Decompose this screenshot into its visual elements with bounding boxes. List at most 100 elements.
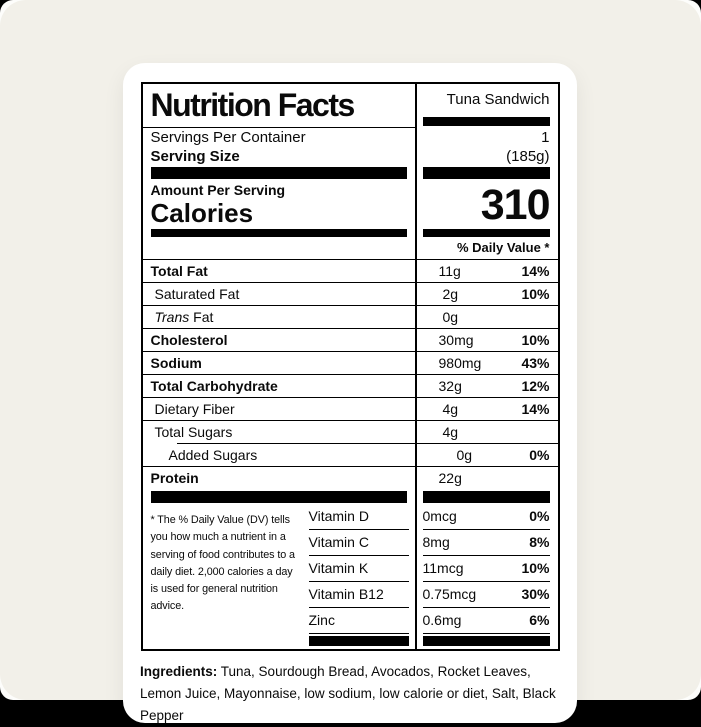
nutrient-dv: 14%: [521, 263, 550, 279]
calories-label: Calories: [150, 198, 254, 228]
vitamin-name: Vitamin D: [308, 504, 409, 530]
vitamin-name: Zinc: [308, 608, 409, 634]
nutrient-name: Cholesterol: [142, 329, 431, 352]
nutrient-row: Total Fat 11g 14%: [142, 260, 558, 283]
nutrient-dv: 14%: [521, 401, 550, 417]
vitamin-values: 0.6mg 6%: [422, 608, 550, 634]
vitamin-values: 0.75mcg 30%: [422, 582, 550, 608]
serving-size-value: (185g): [506, 148, 550, 165]
nutrition-label: Nutrition Facts Tuna Sandwich Servings P…: [140, 82, 560, 651]
nutrient-amount: 11g: [438, 263, 461, 279]
calories-bar-row: [143, 228, 558, 238]
nutrient-row: Total Carbohydrate 32g 12%: [142, 375, 558, 398]
vitamin-end-bar: [308, 636, 409, 646]
vitamin-name-column: Vitamin D Vitamin C Vitamin K Vitamin B12 Zi…: [308, 504, 409, 634]
nutrient-values: 0g 0%: [448, 444, 558, 467]
nutrient-values: 2g 10%: [434, 283, 558, 306]
product-divider-bar: [422, 117, 550, 126]
nutrient-dv: 0%: [529, 447, 550, 463]
nutrient-name: Total Sugars: [143, 421, 435, 444]
section-bar-row: [143, 166, 558, 180]
nutrient-name-italic: Trans: [154, 309, 190, 325]
nutrient-name: Sodium: [142, 352, 431, 375]
nutrient-row: Added Sugars 0g 0%: [142, 444, 558, 467]
nutrient-values: 980mg 43%: [430, 352, 558, 375]
nutrient-amount: 4g: [442, 401, 459, 417]
nutrient-values: 22g: [431, 467, 558, 490]
nutrient-name: Total Carbohydrate: [142, 375, 431, 398]
nutrient-name: Total Fat: [142, 260, 431, 283]
daily-value-header: % Daily Value *: [414, 238, 558, 260]
vitamin-name: Vitamin C: [308, 530, 409, 556]
nutrient-amount: 4g: [442, 424, 459, 440]
servings-label: Servings Per Container: [150, 129, 306, 146]
nutrient-name: Added Sugars: [142, 444, 449, 467]
nutrient-name: Dietary Fiber: [142, 398, 435, 421]
thick-bar-left: [150, 167, 407, 179]
vitamin-amount: 0.75mcg: [422, 586, 477, 602]
vitamin-values: 11mcg 10%: [422, 556, 550, 582]
vitamin-dv: 10%: [521, 560, 550, 576]
vitamin-dv: 30%: [521, 586, 550, 602]
vitamin-amount: 0.6mg: [422, 612, 462, 628]
thick-bar-right: [422, 167, 550, 179]
ingredients-text: Ingredients: Tuna, Sourdough Bread, Avoc…: [140, 661, 562, 727]
vitamin-values-end-bar: [422, 636, 550, 646]
servings-row: Servings Per Container 1: [143, 128, 558, 147]
nutrient-dv: 10%: [521, 286, 550, 302]
amount-per-serving-label: Amount Per Serving: [150, 182, 286, 198]
vitamin-values: 8mg 8%: [422, 530, 550, 556]
nutrient-row: Sodium 980mg 43%: [142, 352, 558, 375]
nutrient-amount: 32g: [438, 378, 462, 394]
thick-bar-left-2: [150, 491, 407, 503]
product-cell: Tuna Sandwich: [415, 84, 558, 128]
vitamin-dv: 6%: [529, 612, 550, 628]
nutrient-values: 11g 14%: [430, 260, 558, 283]
medium-bar-right: [422, 229, 550, 237]
daily-value-footnote: * The % Daily Value (DV) tells you how m…: [150, 514, 296, 613]
thick-bar-right-2: [422, 491, 550, 503]
nutrient-dv: 12%: [521, 378, 550, 394]
nutrient-values: 4g: [434, 421, 558, 444]
label-title: Nutrition Facts: [150, 87, 356, 123]
nutrient-dv: 43%: [521, 355, 550, 371]
nutrient-name: Saturated Fat: [142, 283, 435, 306]
product-name: Tuna Sandwich: [446, 91, 550, 108]
vitamin-name: Vitamin K: [308, 556, 409, 582]
nutrient-values: 4g 14%: [434, 398, 558, 421]
nutrition-card: Nutrition Facts Tuna Sandwich Servings P…: [123, 63, 577, 723]
nutrient-values: 0g: [434, 306, 558, 329]
vitamin-amount: 8mg: [422, 534, 450, 550]
bottom-zone: * The % Daily Value (DV) tells you how m…: [143, 504, 558, 646]
vitamin-dv: 8%: [529, 534, 550, 550]
nutrient-amount: 980mg: [438, 355, 482, 371]
vitamin-value-column: 0mcg 0% 8mg 8% 11mcg 10% 0.75mcg 30% 0.6mg 6%: [422, 504, 550, 634]
serving-size-row: Serving Size (185g): [143, 147, 558, 166]
nutrient-amount: 22g: [438, 470, 462, 486]
indented-rule: [176, 443, 435, 444]
nutrient-row: Total Sugars 4g: [143, 421, 558, 444]
nutrient-amount: 2g: [442, 286, 459, 302]
daily-value-header-row: % Daily Value *: [142, 238, 558, 260]
calories-row: Amount Per Serving Calories 310: [143, 180, 558, 229]
nutrient-dv: 10%: [521, 332, 550, 348]
nutrient-name: Trans Fat: [142, 306, 435, 329]
nutrient-table: Total Fat 11g 14% Saturated Fat 2g 10% Trans F…: [142, 260, 558, 490]
vitamin-amount: 0mcg: [422, 508, 457, 524]
ingredients-label: Ingredients:: [140, 664, 218, 679]
protein-bar-row: [143, 490, 558, 504]
column-divider: [414, 84, 417, 649]
nutrient-amount: 30mg: [438, 332, 474, 348]
nutrient-amount: 0g: [456, 447, 473, 463]
servings-value: 1: [541, 129, 550, 146]
vitamin-values: 0mcg 0%: [422, 504, 550, 530]
nutrient-amount: 0g: [442, 309, 459, 325]
nutrient-values: 30mg 10%: [430, 329, 558, 352]
vitamin-dv: 0%: [529, 508, 550, 524]
serving-size-label: Serving Size: [150, 148, 240, 165]
nutrient-name: Protein: [150, 470, 199, 486]
nutrient-row: Saturated Fat 2g 10%: [142, 283, 558, 306]
nutrient-row: Dietary Fiber 4g 14%: [142, 398, 558, 421]
calories-value: 310: [480, 181, 551, 229]
vitamin-amount: 11mcg: [422, 560, 464, 576]
